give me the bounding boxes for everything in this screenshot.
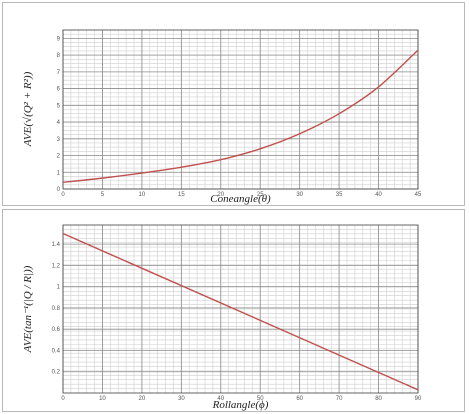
x-tick-label: 70 <box>336 396 343 402</box>
cone-angle-chart: 0 5 10 15 20 25 30 35 40 450123456789Coneangle(θ)… <box>22 29 422 205</box>
y-tick-label: 0.8 <box>52 306 61 312</box>
roll-angle-chart: 0 10 20 30 40 50 60 70 80 90 0.2 0.4 0.6 0.8 1 1.2 1.4 Ro… <box>22 224 422 411</box>
x-tick-label: 35 <box>336 192 343 198</box>
plot-frame <box>62 224 419 394</box>
grid <box>62 224 419 394</box>
y-tick-label: 1.2 <box>52 263 61 269</box>
x-tick-label: 30 <box>178 396 185 402</box>
y-tick-label: 4 <box>57 120 61 126</box>
x-tick-label: 45 <box>415 192 422 198</box>
roll-series-line <box>62 232 419 391</box>
x-tick-label: 90 <box>415 396 422 402</box>
x-axis-label: Rollangle(ϕ) <box>212 399 269 411</box>
x-tick-label: 15 <box>178 192 185 198</box>
y-tick-label: 6 <box>57 87 61 93</box>
y-tick-label: 8 <box>57 53 61 59</box>
x-tick-label: 40 <box>217 396 224 402</box>
x-tick-label: 50 <box>257 396 264 402</box>
x-tick-label: 10 <box>99 396 106 402</box>
y-tick-label: 0.4 <box>52 348 61 354</box>
x-tick-label: 20 <box>217 192 224 198</box>
x-tick-label: 0 <box>61 192 65 198</box>
y-tick-label: 1 <box>57 170 61 176</box>
x-axis-label: Coneangle(θ) <box>210 193 271 205</box>
x-tick-label: 5 <box>101 192 105 198</box>
plot-frame <box>62 29 419 190</box>
y-tick-label: 7 <box>57 70 61 76</box>
y-tick-label: 0.6 <box>52 327 61 333</box>
y-tick-label: 0 <box>57 187 61 193</box>
x-tick-label: 20 <box>139 396 146 402</box>
x-tick-label: 80 <box>375 396 382 402</box>
chart-panel-roll-angle: 0 10 20 30 40 50 60 70 80 90 0.2 0.4 0.6 0.8 1 1.2 1.4 Ro… <box>2 209 465 412</box>
cone-series-line <box>62 49 419 184</box>
y-tick-label: 0.2 <box>52 370 61 376</box>
x-tick-label: 25 <box>257 192 264 198</box>
y-tick-label: 1 <box>57 285 61 291</box>
y-tick-label: 3 <box>57 137 61 143</box>
y-tick-label: 5 <box>57 103 61 109</box>
y-axis-label: AVE(tan⁻¹(|Q / R|)) <box>22 265 34 353</box>
x-tick-label: 0 <box>61 396 65 402</box>
x-tick-label: 30 <box>296 192 303 198</box>
x-tick-label: 40 <box>375 192 382 198</box>
y-tick-label: 2 <box>57 154 61 160</box>
grid <box>62 29 419 190</box>
x-tick-label: 60 <box>296 396 303 402</box>
chart-panel-cone-angle: 0 5 10 15 20 25 30 35 40 45 0 1 2 3 4 5 6 7 8 9 Coneangle(θ)… <box>2 2 465 206</box>
y-axis-label: AVE(√(Q² + R²)) <box>22 71 34 147</box>
y-tick-label: 1.4 <box>52 242 61 248</box>
x-tick-label: 10 <box>139 192 146 198</box>
y-tick-label: 9 <box>57 36 61 42</box>
